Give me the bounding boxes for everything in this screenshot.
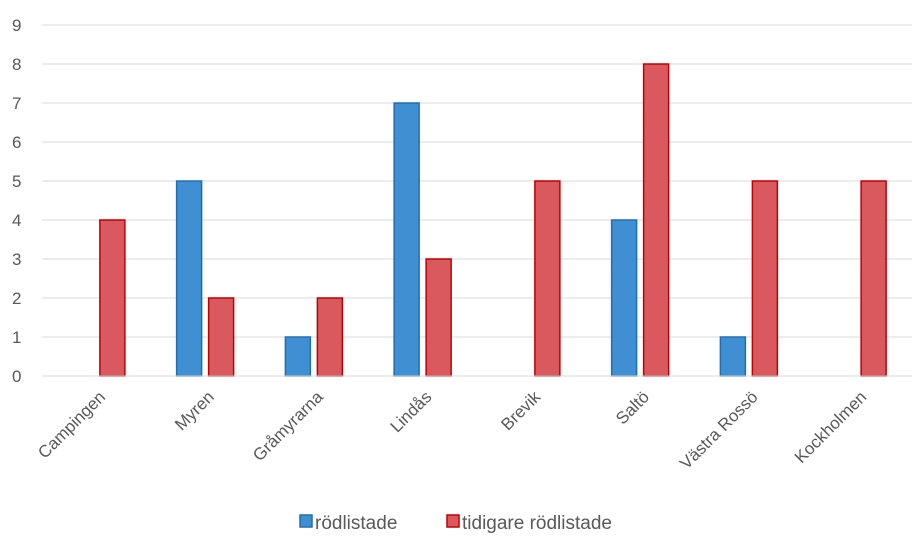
legend-label: rödlistade	[315, 513, 397, 534]
y-tick-label: 5	[12, 172, 21, 191]
y-tick-label: 2	[12, 289, 21, 308]
bar-rodlistade	[719, 336, 747, 377]
x-tick-label: Saltö	[612, 387, 653, 428]
y-tick-label: 3	[12, 250, 21, 269]
y-tick-label: 9	[12, 16, 21, 35]
y-tick-label: 7	[12, 94, 21, 113]
bar-rodlistade	[175, 180, 203, 377]
legend-label: tidigare rödlistade	[462, 513, 612, 534]
bar-tidigare-rodlistade	[99, 219, 126, 377]
y-tick-label: 0	[12, 367, 21, 386]
x-tick-label: Campingen	[34, 387, 109, 462]
legend-swatch	[299, 514, 313, 528]
bar-rodlistade	[610, 219, 638, 377]
bar-rodlistade	[393, 102, 420, 377]
x-tick-label: Kockholmen	[791, 387, 871, 467]
x-tick-label: Lindås	[387, 387, 436, 436]
bar-tidigare-rodlistade	[425, 258, 452, 377]
bar-tidigare-rodlistade	[642, 63, 670, 377]
y-tick-label: 6	[12, 133, 21, 152]
x-tick-label: Västra Rossö	[676, 387, 762, 473]
y-tick-label: 8	[12, 55, 21, 74]
bar-tidigare-rodlistade	[207, 297, 235, 377]
bar-tidigare-rodlistade	[316, 297, 344, 377]
x-tick-label: Brevik	[497, 387, 544, 434]
bar-rodlistade	[284, 336, 312, 377]
y-tick-label: 4	[12, 211, 21, 230]
x-tick-label: Myren	[171, 387, 218, 434]
bar-tidigare-rodlistade	[534, 180, 561, 377]
bar-tidigare-rodlistade	[860, 180, 887, 377]
x-tick-label: Gråmyrarna	[249, 387, 327, 465]
bar-tidigare-rodlistade	[751, 180, 779, 377]
y-tick-label: 1	[12, 328, 21, 347]
legend-swatch	[446, 514, 460, 528]
